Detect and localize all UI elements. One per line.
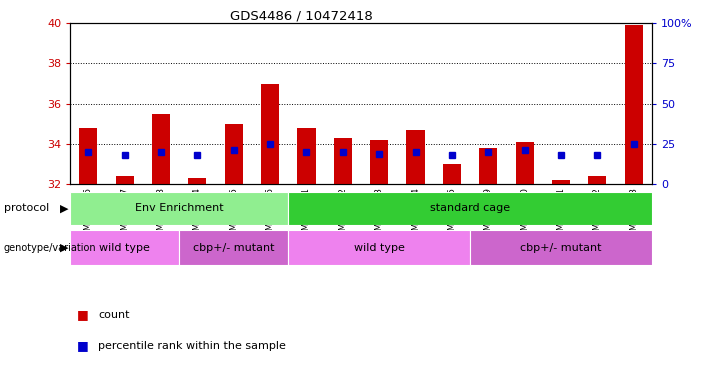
Bar bbox=[552, 180, 570, 184]
Bar bbox=[152, 114, 170, 184]
Text: wild type: wild type bbox=[354, 243, 404, 253]
Bar bbox=[261, 84, 279, 184]
Bar bbox=[189, 178, 207, 184]
Text: percentile rank within the sample: percentile rank within the sample bbox=[98, 341, 286, 351]
Bar bbox=[334, 138, 352, 184]
Bar bbox=[625, 25, 643, 184]
Bar bbox=[370, 140, 388, 184]
Bar bbox=[79, 128, 97, 184]
Bar bbox=[288, 230, 470, 265]
Bar bbox=[288, 192, 652, 225]
Text: protocol: protocol bbox=[4, 203, 49, 214]
Text: ■: ■ bbox=[77, 308, 89, 321]
Bar bbox=[116, 176, 134, 184]
Bar bbox=[588, 176, 606, 184]
Bar bbox=[224, 124, 243, 184]
Bar bbox=[407, 130, 425, 184]
Bar bbox=[297, 128, 315, 184]
Text: cbp+/- mutant: cbp+/- mutant bbox=[520, 243, 601, 253]
Text: standard cage: standard cage bbox=[430, 203, 510, 214]
Bar bbox=[515, 142, 533, 184]
Bar bbox=[179, 230, 288, 265]
Text: wild type: wild type bbox=[100, 243, 150, 253]
Bar bbox=[70, 192, 288, 225]
Bar bbox=[479, 148, 498, 184]
Text: ▶: ▶ bbox=[60, 243, 69, 253]
Bar bbox=[443, 164, 461, 184]
Text: Env Enrichment: Env Enrichment bbox=[135, 203, 224, 214]
Bar bbox=[470, 230, 652, 265]
Text: ■: ■ bbox=[77, 339, 89, 352]
Bar bbox=[70, 230, 179, 265]
Text: genotype/variation: genotype/variation bbox=[4, 243, 96, 253]
Text: cbp+/- mutant: cbp+/- mutant bbox=[193, 243, 275, 253]
Text: count: count bbox=[98, 310, 130, 320]
Text: ▶: ▶ bbox=[60, 203, 69, 214]
Text: GDS4486 / 10472418: GDS4486 / 10472418 bbox=[230, 10, 373, 23]
